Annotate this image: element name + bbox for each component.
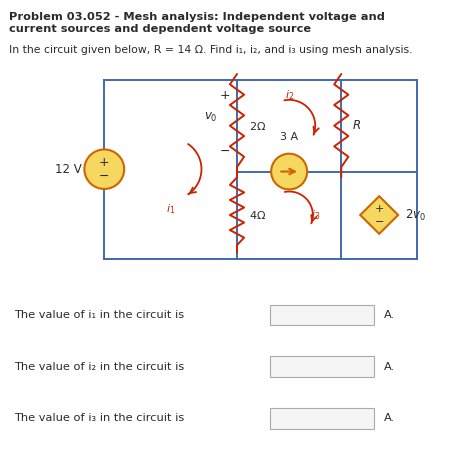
FancyBboxPatch shape (270, 305, 374, 325)
Circle shape (271, 154, 307, 189)
Text: The value of i₁ in the circuit is: The value of i₁ in the circuit is (14, 310, 184, 320)
Text: current sources and dependent voltage source: current sources and dependent voltage so… (9, 24, 311, 33)
Text: $i_2$: $i_2$ (284, 88, 294, 102)
Text: $i_1$: $i_1$ (166, 202, 175, 216)
Text: In the circuit given below, R = 14 Ω. Find i₁, i₂, and i₃ using mesh analysis.: In the circuit given below, R = 14 Ω. Fi… (9, 45, 413, 55)
Text: 2$v_0$: 2$v_0$ (405, 207, 426, 223)
Text: −: − (99, 170, 109, 183)
Text: +: + (99, 156, 109, 169)
Text: The value of i₂ in the circuit is: The value of i₂ in the circuit is (14, 361, 184, 372)
Text: A.: A. (384, 361, 395, 372)
Polygon shape (360, 196, 398, 234)
Text: Problem 03.052 - Mesh analysis: Independent voltage and: Problem 03.052 - Mesh analysis: Independ… (9, 12, 385, 22)
Text: −: − (374, 217, 384, 227)
Text: 12 V: 12 V (55, 163, 82, 176)
Text: $R$: $R$ (352, 119, 361, 132)
Text: +: + (220, 89, 230, 102)
Text: $i_3$: $i_3$ (310, 208, 320, 222)
Text: 2$\Omega$: 2$\Omega$ (249, 120, 266, 132)
FancyBboxPatch shape (270, 356, 374, 377)
Text: The value of i₃ in the circuit is: The value of i₃ in the circuit is (14, 413, 184, 423)
FancyBboxPatch shape (270, 408, 374, 429)
Text: 4$\Omega$: 4$\Omega$ (249, 209, 266, 221)
Text: +: + (374, 204, 384, 214)
Circle shape (84, 149, 124, 189)
Text: 3 A: 3 A (280, 132, 298, 142)
Text: A.: A. (384, 413, 395, 423)
Text: −: − (220, 145, 230, 158)
Text: A.: A. (384, 310, 395, 320)
Text: $v_0$: $v_0$ (204, 111, 218, 124)
